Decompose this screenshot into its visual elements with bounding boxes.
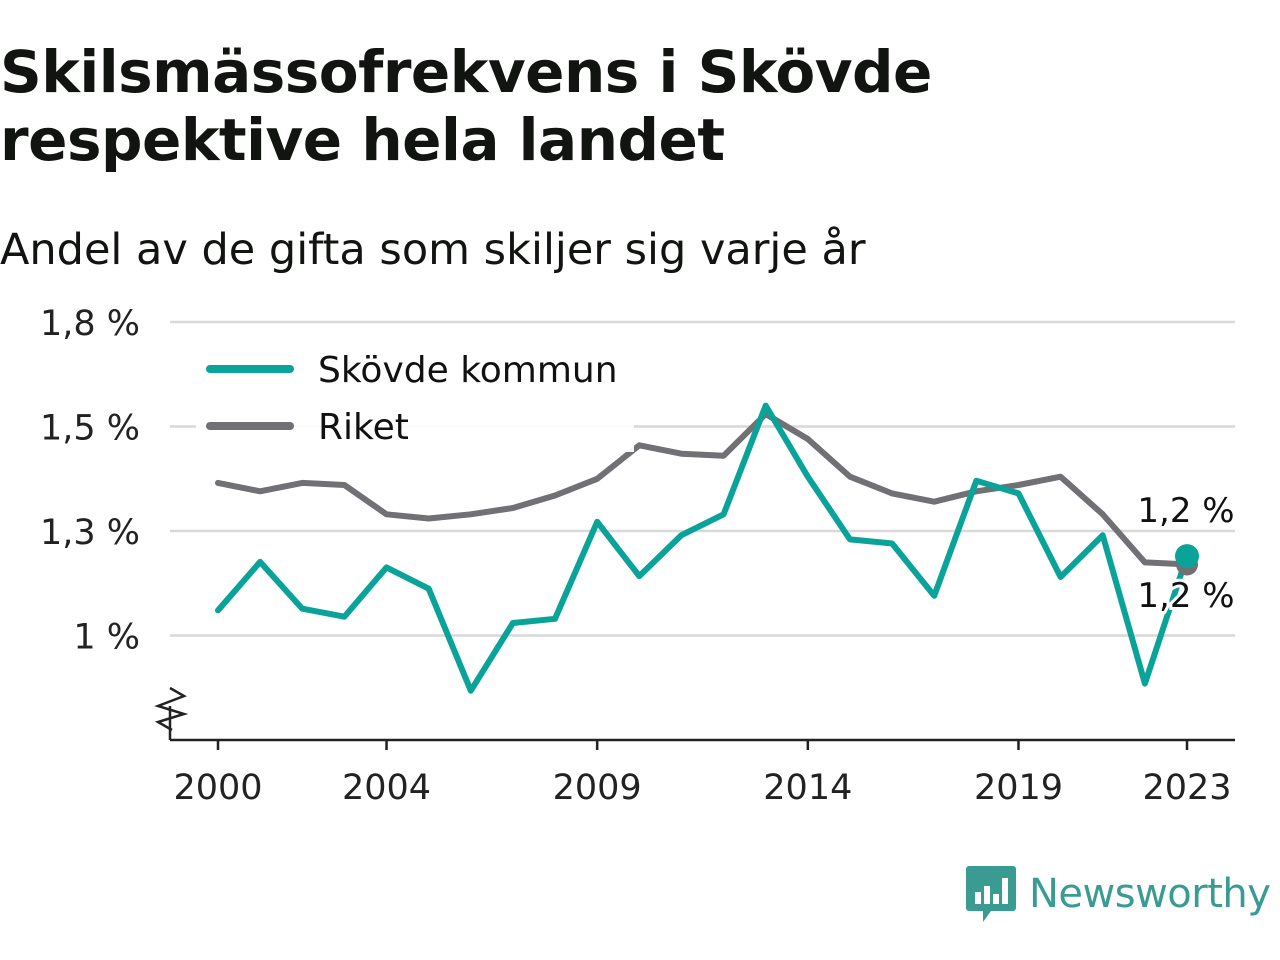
legend-label: Riket <box>318 407 409 448</box>
series-line-skovde-kommun <box>215 402 1190 694</box>
end-labels: 1,2 % 1,2 % <box>1134 488 1237 619</box>
logo-text: Newsworthy <box>1029 871 1271 917</box>
y-tick-label: 1,8 % <box>40 304 140 344</box>
bar-chart-speech-bubble-icon <box>966 866 1016 922</box>
series-line-riket <box>215 411 1190 568</box>
end-label-riket: 1,2 % <box>1137 576 1234 616</box>
x-tick-label: 2019 <box>974 768 1063 808</box>
y-tick-label: 1,5 % <box>40 409 140 449</box>
end-label-skovde: 1,2 % <box>1137 491 1234 531</box>
x-tick-label: 2000 <box>173 768 262 808</box>
chart-subtitle: Andel av de gifta som skiljer sig varje … <box>0 225 866 275</box>
y-tick-label: 1 % <box>73 618 140 658</box>
legend: Skövde kommun Riket <box>196 340 634 452</box>
x-tick-label: 2014 <box>763 768 852 808</box>
legend-label: Skövde kommun <box>318 350 618 391</box>
x-tick-label: 2004 <box>342 768 431 808</box>
series-lines <box>215 402 1190 694</box>
y-axis-labels: 1 % 1,3 % 1,5 % 1,8 % <box>40 304 140 658</box>
axis-break-icon <box>154 686 189 732</box>
y-tick-label: 1,3 % <box>40 513 140 553</box>
chart-title: Skilsmässofrekvens i Skövde respektive h… <box>0 38 932 174</box>
x-tick-label: 2009 <box>553 768 642 808</box>
x-axis: 2000 2004 2009 2014 2019 2023 <box>154 686 1235 808</box>
end-marker-skovde <box>1175 544 1199 569</box>
newsworthy-logo: Newsworthy <box>965 864 1271 924</box>
legend-background <box>196 340 634 452</box>
x-tick-label: 2023 <box>1142 768 1231 808</box>
